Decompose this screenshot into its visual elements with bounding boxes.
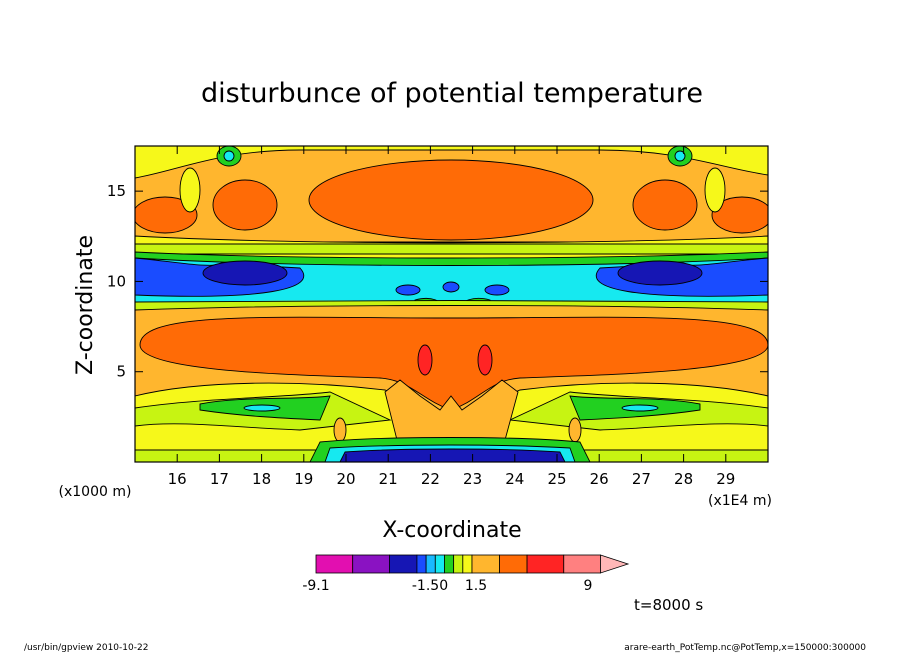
colorbar-swatch	[352, 554, 390, 574]
y-axis: 5 10 15	[107, 182, 768, 381]
chart-title: disturbunce of potential temperature	[201, 78, 703, 109]
colorbar-swatch	[526, 554, 565, 574]
footer-left: /usr/bin/gpview 2010-10-22	[24, 643, 148, 653]
y-axis-unit: (x1000 m)	[59, 484, 132, 500]
time-label: t=8000 s	[634, 596, 703, 614]
y-tick-label: 15	[107, 182, 126, 200]
x-tick-label: 21	[379, 470, 398, 488]
colorbar-swatch	[453, 554, 464, 574]
colorbar-label: -1.50	[412, 578, 448, 594]
footer-right: arare-earth_PotTemp.nc@PotTemp,x=150000:…	[624, 643, 866, 653]
colorbar-swatch	[444, 554, 455, 574]
y-axis-label: Z-coordinate	[73, 235, 98, 375]
x-tick-label: 16	[168, 470, 187, 488]
colorbar-swatch	[471, 554, 500, 574]
x-axis-unit: (x1E4 m)	[708, 493, 772, 509]
colorbar-swatch	[425, 554, 436, 574]
colorbar-label: 1.5	[465, 578, 487, 594]
x-tick-label: 22	[421, 470, 440, 488]
plot-frame	[134, 145, 769, 463]
x-axis-label: X-coordinate	[382, 518, 521, 543]
x-tick-label: 19	[294, 470, 313, 488]
colorbar-swatch	[563, 554, 601, 574]
x-tick-label: 23	[463, 470, 482, 488]
x-tick-label: 29	[716, 470, 735, 488]
x-tick-label: 20	[336, 470, 355, 488]
colorbar-swatch	[315, 554, 354, 574]
contour-field	[135, 146, 768, 462]
x-tick-label: 18	[252, 470, 271, 488]
x-tick-label: 27	[632, 470, 651, 488]
colorbar: -9.1 -1.50 1.5 9	[302, 554, 630, 594]
colorbar-swatch	[462, 554, 473, 574]
colorbar-swatch	[416, 554, 427, 574]
colorbar-swatch	[499, 554, 528, 574]
colorbar-swatch	[600, 554, 630, 574]
x-tick-label: 25	[547, 470, 566, 488]
colorbar-label: 9	[584, 578, 593, 594]
x-tick-label: 17	[210, 470, 229, 488]
x-tick-label: 26	[590, 470, 609, 488]
x-axis: 16 17 18 19 20 21 22 23 24 25 26 27 28 29	[168, 146, 735, 488]
y-tick-label: 10	[107, 272, 126, 290]
x-tick-label: 24	[505, 470, 524, 488]
colorbar-swatch	[389, 554, 418, 574]
colorbar-label: -9.1	[302, 578, 329, 594]
y-tick-label: 5	[116, 363, 126, 381]
colorbar-swatch	[434, 554, 445, 574]
x-tick-label: 28	[674, 470, 693, 488]
